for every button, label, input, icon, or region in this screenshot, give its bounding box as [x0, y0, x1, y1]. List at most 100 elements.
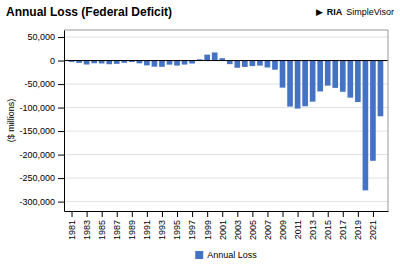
bar	[317, 61, 323, 92]
chart-svg: Annual Loss (Federal Deficit) SimpleVisor…	[0, 0, 400, 267]
x-tick: 1987	[112, 211, 122, 240]
legend-label: Annual Loss	[207, 250, 257, 260]
y-tick: 0	[50, 56, 64, 66]
x-tick-label: 1997	[187, 220, 197, 240]
x-tick: 2013	[308, 211, 318, 240]
y-tick: 50,000	[27, 32, 64, 42]
bar	[182, 61, 188, 65]
annotation: SimpleVisor	[346, 7, 394, 17]
x-tick-label: 2009	[278, 220, 288, 240]
y-tick: -250,000	[19, 173, 64, 183]
x-tick-mark	[267, 211, 268, 217]
bar	[174, 61, 180, 66]
bar	[265, 61, 271, 68]
bar	[159, 61, 165, 67]
x-tick: 1989	[127, 211, 137, 240]
x-tick-label: 1995	[172, 220, 182, 240]
x-tick-label: 2019	[353, 220, 363, 240]
y-axis-title: ($ millions)	[6, 99, 16, 143]
grid-line	[64, 60, 388, 61]
y-tick-label: -150,000	[19, 126, 55, 136]
x-tick: 2011	[293, 211, 303, 239]
bar	[152, 61, 158, 67]
bar	[106, 61, 112, 65]
x-tick-mark	[132, 211, 133, 217]
bar	[355, 61, 361, 102]
bar	[280, 61, 286, 88]
zero-line	[64, 60, 388, 61]
x-tick: 2001	[218, 211, 228, 240]
grid-line	[64, 84, 388, 85]
x-tick: 1981	[67, 211, 77, 240]
bar	[212, 52, 218, 60]
x-tick-mark	[177, 211, 178, 217]
x-tick-label: 1987	[112, 220, 122, 240]
y-tick-mark	[58, 84, 64, 85]
x-tick-mark	[373, 211, 374, 217]
x-tick: 2005	[248, 211, 258, 240]
bar	[250, 61, 256, 67]
x-tick-mark	[222, 211, 223, 217]
y-tick-label: 50,000	[27, 32, 55, 42]
x-tick-mark	[252, 211, 253, 217]
x-tick-label: 2011	[293, 220, 303, 239]
y-tick: -50,000	[24, 79, 64, 89]
x-tick-mark	[72, 211, 73, 217]
x-tick: 1983	[82, 211, 92, 240]
x-tick: 2017	[338, 211, 348, 240]
legend-item: Annual Loss	[195, 250, 257, 260]
x-tick: 2009	[278, 211, 288, 240]
x-tick-label: 2005	[248, 220, 258, 240]
y-tick-label: -300,000	[19, 197, 55, 207]
bar	[144, 61, 150, 66]
grid-line	[64, 107, 388, 108]
x-tick-label: 2015	[323, 220, 333, 240]
x-tick: 1995	[172, 211, 182, 240]
plot-frame	[388, 30, 389, 211]
y-tick-mark	[58, 108, 64, 109]
grid-line	[64, 131, 388, 132]
plot: 50,0000-50,000-100,000-150,000-200,000-2…	[19, 30, 388, 240]
bar	[370, 61, 376, 161]
x-axis-line	[65, 211, 389, 212]
title: Annual Loss (Federal Deficit)	[6, 5, 172, 19]
bar	[295, 61, 301, 109]
x-tick-mark	[162, 211, 163, 217]
y-axis-line	[64, 31, 65, 212]
grid-line	[64, 37, 388, 38]
y-tick-mark	[58, 202, 64, 203]
grid-line	[64, 201, 388, 202]
y-tick: -150,000	[19, 126, 64, 136]
y-tick-mark	[58, 37, 64, 38]
x-tick-mark	[313, 211, 314, 217]
x-tick-label: 1981	[67, 220, 77, 240]
bar	[272, 61, 278, 70]
bar	[167, 61, 173, 65]
y-tick: -300,000	[19, 197, 64, 207]
plot-frame	[64, 30, 388, 31]
x-tick-label: 1993	[157, 220, 167, 240]
bar	[287, 61, 293, 107]
x-tick-mark	[328, 211, 329, 217]
x-tick-label: 2001	[218, 220, 228, 240]
x-tick-mark	[283, 211, 284, 217]
bar	[84, 61, 90, 65]
x-tick: 2015	[323, 211, 333, 240]
grid-line	[64, 154, 388, 155]
x-tick: 2021	[368, 211, 378, 240]
x-tick-mark	[237, 211, 238, 217]
x-tick: 1985	[97, 211, 107, 240]
x-tick: 2007	[263, 211, 273, 240]
x-tick: 1991	[142, 211, 152, 240]
x-tick-label: 2007	[263, 220, 273, 240]
y-tick: -200,000	[19, 150, 64, 160]
x-tick-label: 1985	[97, 220, 107, 240]
y-axis: 50,0000-50,000-100,000-150,000-200,000-2…	[19, 31, 64, 212]
y-tick-label: -250,000	[19, 173, 55, 183]
bar	[234, 61, 240, 68]
x-tick-label: 2021	[368, 220, 378, 240]
chart-container: Annual Loss (Federal Deficit) SimpleVisor…	[0, 0, 400, 267]
bar	[325, 61, 331, 86]
x-tick-mark	[102, 211, 103, 217]
bar	[310, 61, 316, 102]
